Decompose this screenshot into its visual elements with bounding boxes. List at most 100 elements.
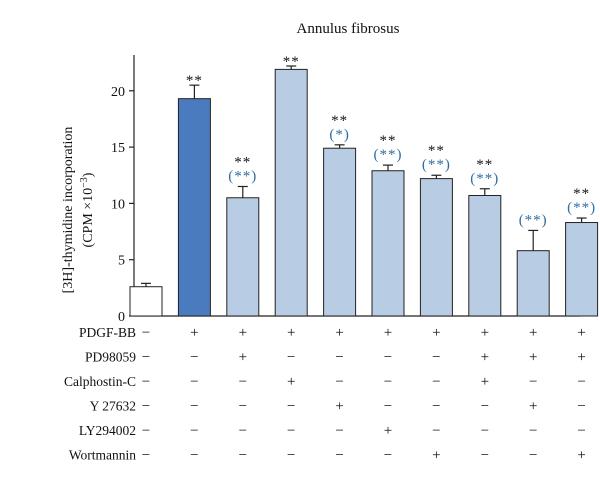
treatment-sign: − [577,423,585,439]
treatment-sign: − [335,423,343,439]
significance-blue: (*) [329,127,350,143]
treatment-sign: − [142,374,150,390]
bar [371,170,405,317]
svg-text:(CPM ×10−3): (CPM ×10−3) [79,172,97,247]
treatment-sign: + [335,325,343,341]
treatment-sign: + [529,399,537,415]
significance-blue: (**) [422,157,451,173]
treatment-sign: − [190,399,198,415]
y-axis-label-iso: [3H] [61,267,76,293]
y-axis-label-main: -thymidine incorporation [61,127,76,267]
treatment-sign: − [287,350,295,366]
bar [129,286,163,317]
treatment-sign: − [239,399,247,415]
treatment-label: Calphostin-C [64,374,136,389]
treatment-sign: − [287,448,295,464]
significance-black: ** [476,157,493,173]
treatment-sign: + [335,399,343,415]
significance-blue: (**) [228,169,257,185]
significance-blue: (**) [470,171,499,187]
y-axis-unit-prefix: (CPM ×10 [81,188,96,248]
treatment-sign: + [432,448,440,464]
treatment-sign: − [432,374,440,390]
treatment-sign: − [142,399,150,415]
treatment-sign: + [190,325,198,341]
treatment-sign: − [577,399,585,415]
bars [129,65,599,317]
treatment-table: PDGF-BB − + + + + + + + + +PD98059− − + − − − − + + +Calpho… [64,325,586,464]
significance-black: ** [331,113,348,129]
significance-blue: (**) [519,212,548,228]
treatment-sign: − [239,374,247,390]
bar [226,197,260,317]
y-tick-label: 10 [111,197,125,212]
treatment-sign: − [384,399,392,415]
treatment-sign: − [287,423,295,439]
treatment-sign: − [384,350,392,366]
bar [274,68,308,317]
bar [516,250,550,317]
treatment-sign: − [384,448,392,464]
treatment-sign: + [529,350,537,366]
bar [177,98,211,317]
y-tick-label: 15 [111,141,125,156]
treatment-sign: − [481,423,489,439]
treatment-sign: − [481,448,489,464]
treatment-sign: + [432,325,440,341]
y-axis-label: [3H]-thymidine incorporation (CPM ×10−3) [61,127,96,294]
y-axis-unit-exponent: −3 [79,177,90,188]
treatment-sign: + [384,325,392,341]
bar [323,147,357,317]
bar [468,195,502,317]
treatment-sign: + [481,350,489,366]
treatment-sign: − [384,374,392,390]
treatment-sign: + [239,350,247,366]
treatment-sign: − [142,423,150,439]
treatment-sign: + [239,325,247,341]
y-tick-label: 0 [118,310,125,325]
treatment-sign: − [529,374,537,390]
significance-black: ** [428,143,445,159]
treatment-sign: − [142,448,150,464]
treatment-sign: − [432,399,440,415]
significance-black: ** [380,133,397,149]
bar [419,178,453,317]
treatment-sign: − [287,399,295,415]
treatment-sign: − [190,423,198,439]
treatment-sign: − [529,423,537,439]
treatment-sign: + [529,325,537,341]
treatment-sign: − [142,350,150,366]
significance-black: ** [283,54,300,70]
treatment-label: PD98059 [85,350,136,365]
y-axis-unit-suffix: ) [81,172,96,177]
treatment-sign: − [577,374,585,390]
treatment-sign: + [577,448,585,464]
treatment-sign: + [577,325,585,341]
treatment-sign: + [384,423,392,439]
bar [565,222,599,317]
treatment-sign: + [287,374,295,390]
treatment-sign: − [432,423,440,439]
treatment-sign: − [239,448,247,464]
treatment-sign: + [481,325,489,341]
treatment-label: Wortmannin [69,448,136,463]
treatment-sign: − [335,350,343,366]
significance-markers: **(**)****(*)**(**)**(**)**(**)**(**)(**… [186,54,595,228]
significance-black: ** [573,186,590,202]
treatment-sign: + [577,350,585,366]
svg-text:[3H]-thymidine incorporation: [3H]-thymidine incorporation [61,127,76,294]
treatment-sign: − [335,448,343,464]
treatment-sign: − [190,350,198,366]
treatment-label: Y 27632 [90,399,136,414]
treatment-sign: + [287,325,295,341]
treatment-sign: − [190,374,198,390]
significance-black: ** [186,73,203,89]
y-tick-label: 5 [118,254,125,269]
treatment-sign: − [529,448,537,464]
significance-blue: (**) [374,147,403,163]
treatment-label: LY294002 [79,423,136,438]
treatment-sign: − [432,350,440,366]
treatment-sign: − [142,325,150,341]
chart-title: Annulus fibrosus [297,21,400,37]
